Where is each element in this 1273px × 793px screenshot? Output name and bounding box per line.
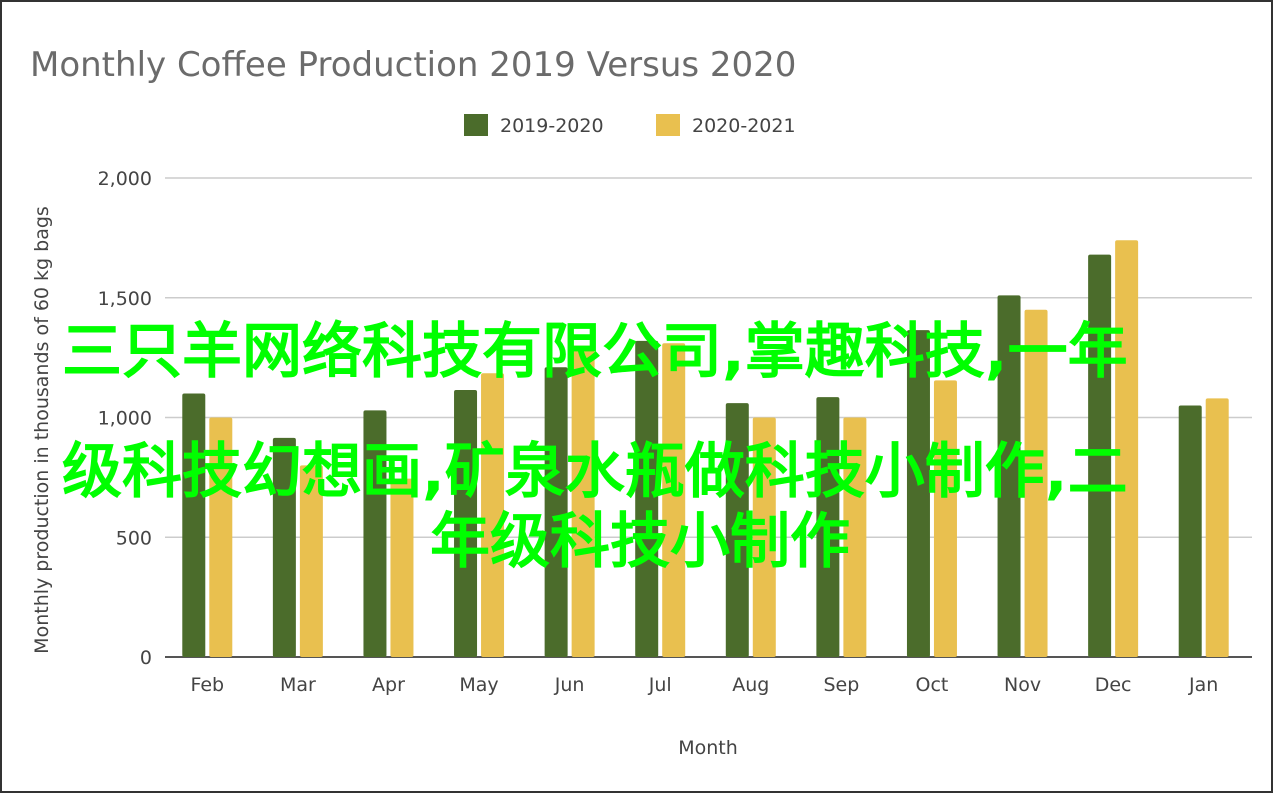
watermark-overlay-text: 三只羊网络科技有限公司,掌趣科技,一年级科技幻想画,矿泉水瓶做科技小制作,二年级… — [62, 317, 1128, 577]
y-axis-label: Monthly production in thousands of 60 kg… — [31, 206, 53, 654]
bar-2019-2020-Apr — [363, 410, 387, 657]
chart-title: Monthly Coffee Production 2019 Versus 20… — [30, 45, 796, 85]
bar-2019-2020-Jun — [544, 367, 568, 657]
bar-2020-2021-Jun — [571, 345, 595, 657]
bar-2019-2020-Oct — [906, 330, 930, 657]
y-tick-label: 1,000 — [98, 408, 152, 430]
overlay-text-line: 级科技幻想画,矿泉水瓶做科技小制作,二 — [62, 437, 1128, 507]
bar-2019-2020-Dec — [1088, 254, 1112, 657]
x-tick-label: Feb — [190, 674, 224, 696]
x-tick-label: May — [459, 674, 498, 696]
x-tick-label: Jul — [648, 674, 672, 696]
bar-2020-2021-May — [481, 373, 505, 657]
bar-2019-2020-Jul — [635, 340, 659, 657]
x-tick-label: Apr — [372, 674, 405, 696]
bar-2019-2020-Mar — [272, 437, 296, 657]
overlay-text-line: 年级科技小制作 — [430, 507, 850, 577]
bar-2020-2021-Aug — [752, 417, 776, 657]
bar-2019-2020-Nov — [997, 295, 1021, 657]
bar-2020-2021-Mar — [299, 465, 323, 657]
x-tick-label: Jan — [1188, 674, 1218, 696]
legend-swatch — [464, 114, 488, 136]
legend-label: 2020-2021 — [692, 115, 796, 137]
bar-2020-2021-Jul — [662, 343, 686, 657]
legend-swatch — [656, 114, 680, 136]
legend-label: 2019-2020 — [500, 115, 604, 137]
bar-2020-2021-Feb — [209, 417, 233, 657]
overlay-text-line: 三只羊网络科技有限公司,掌趣科技,一年 — [62, 317, 1128, 387]
y-tick-label: 2,000 — [98, 168, 152, 190]
y-tick-label: 0 — [140, 647, 152, 669]
bar-2019-2020-Sep — [816, 397, 840, 657]
x-tick-label: Mar — [280, 674, 316, 696]
y-tick-label: 1,500 — [98, 288, 152, 310]
x-tick-labels: Feb Mar Apr May Jun Jul Aug Sep Oct Nov Dec Jan — [190, 674, 1218, 696]
bar-2019-2020-Jan — [1178, 405, 1202, 657]
legend: 2019-2020 2020-2021 — [464, 114, 796, 137]
bar-2020-2021-Jan — [1205, 398, 1229, 657]
y-tick-label: 500 — [116, 527, 152, 549]
gridlines: 0 500 1,000 1,500 2,000 — [98, 168, 1252, 669]
x-tick-label: Dec — [1095, 674, 1132, 696]
bar-2019-2020-May — [454, 389, 478, 657]
x-tick-label: Jun — [554, 674, 585, 696]
bar-2019-2020-Aug — [725, 403, 749, 657]
bar-2020-2021-Sep — [843, 417, 867, 657]
x-tick-label: Oct — [916, 674, 949, 696]
bar-2020-2021-Oct — [933, 380, 957, 657]
bars — [182, 240, 1229, 657]
x-tick-label: Aug — [732, 674, 769, 696]
bar-2020-2021-Dec — [1115, 240, 1139, 657]
bar-2020-2021-Nov — [1024, 309, 1048, 657]
bar-2020-2021-Apr — [390, 478, 414, 657]
bar-2019-2020-Feb — [182, 393, 206, 657]
x-axis-label: Month — [678, 737, 738, 759]
x-tick-label: Sep — [823, 674, 859, 696]
x-tick-label: Nov — [1004, 674, 1041, 696]
